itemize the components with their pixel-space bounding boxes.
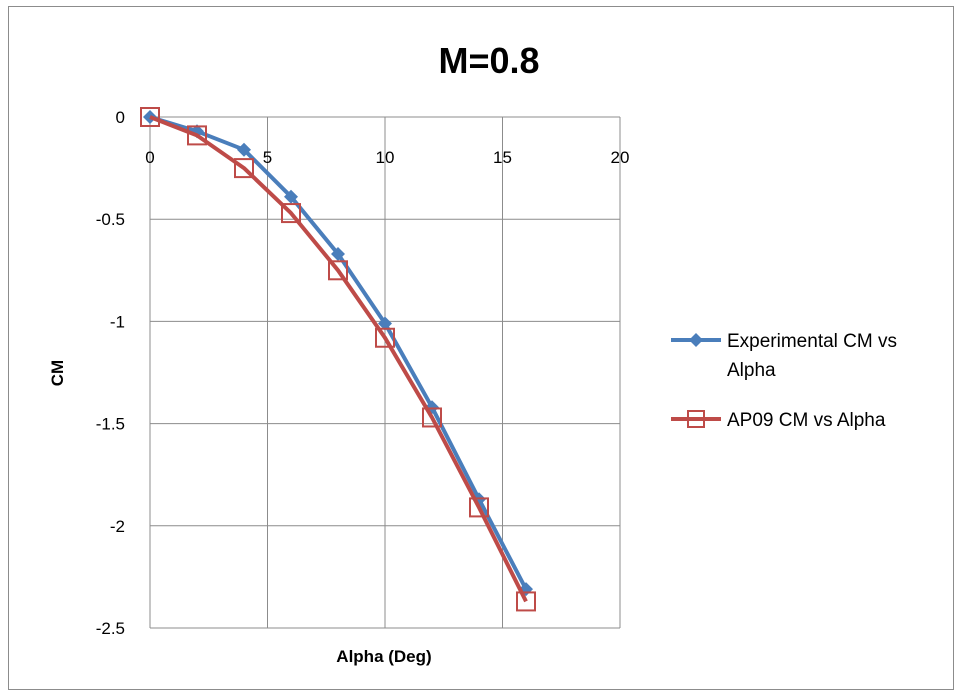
data-point <box>140 107 160 127</box>
chart-title: M=0.8 <box>438 40 539 81</box>
legend-label-ap09: AP09 CM vs Alpha <box>727 410 886 431</box>
x-tick-label: 5 <box>263 148 272 167</box>
y-tick-label: -2 <box>110 517 125 536</box>
data-point <box>375 327 395 348</box>
y-tick-label: -2.5 <box>96 619 125 638</box>
x-tick-label: 15 <box>493 148 512 167</box>
data-point <box>378 316 392 331</box>
data-point <box>328 260 348 281</box>
data-point <box>516 591 536 612</box>
x-axis-title: Alpha (Deg) <box>336 647 431 666</box>
y-tick-label: -1 <box>110 312 125 331</box>
y-axis-title: CM <box>48 360 67 386</box>
series-0 <box>143 110 533 597</box>
data-point <box>284 189 298 204</box>
series-1 <box>140 107 536 612</box>
series-line <box>149 115 528 603</box>
legend-marker-experimental <box>689 333 703 347</box>
data-point <box>469 497 489 518</box>
data-point <box>281 203 301 224</box>
data-point <box>234 158 254 179</box>
legend: Experimental CM vs Alpha AP09 CM vs Alph… <box>671 331 902 431</box>
legend-marker-ap09 <box>687 410 705 428</box>
x-tick-label: 10 <box>376 148 395 167</box>
data-point <box>331 246 345 261</box>
data-point <box>422 407 442 428</box>
legend-label-experimental: Experimental CM vs Alpha <box>727 331 902 381</box>
data-point <box>237 142 251 157</box>
y-tick-label: -1.5 <box>96 415 125 434</box>
x-tick-label: 20 <box>611 148 630 167</box>
chart-frame: 0 5 10 15 20 0 -0.5 -1 -1.5 -2 -2.5 M=0.8 Alpha (D… <box>8 6 954 690</box>
data-point <box>187 125 207 146</box>
y-tick-label: -0.5 <box>96 210 125 229</box>
grid-layer <box>149 116 621 629</box>
series-layer <box>140 107 536 612</box>
legend-item-ap09: AP09 CM vs Alpha <box>671 410 886 431</box>
chart-svg: 0 5 10 15 20 0 -0.5 -1 -1.5 -2 -2.5 M=0.8 Alpha (D… <box>48 40 902 666</box>
tick-layer: 0 5 10 15 20 0 -0.5 -1 -1.5 -2 -2.5 <box>96 108 630 638</box>
y-tick-label: 0 <box>116 108 125 127</box>
x-tick-label: 0 <box>145 148 154 167</box>
legend-item-experimental: Experimental CM vs Alpha <box>671 331 902 381</box>
series-line <box>149 115 528 591</box>
